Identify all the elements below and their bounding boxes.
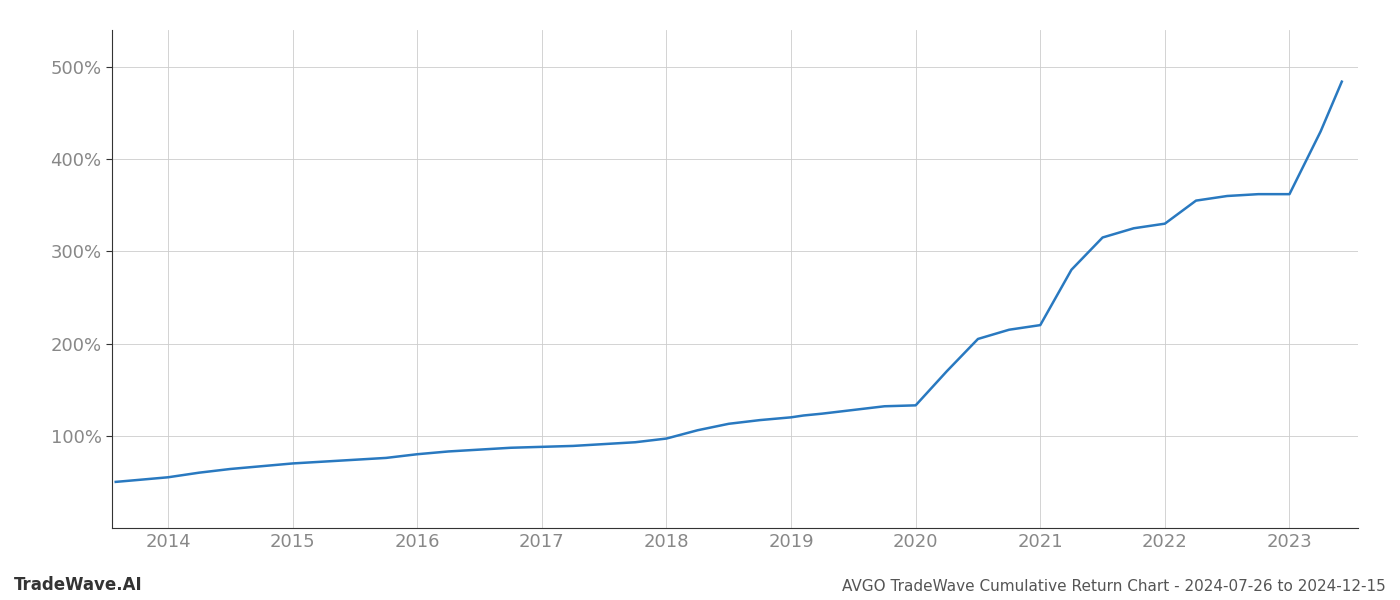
Text: TradeWave.AI: TradeWave.AI — [14, 576, 143, 594]
Text: AVGO TradeWave Cumulative Return Chart - 2024-07-26 to 2024-12-15: AVGO TradeWave Cumulative Return Chart -… — [843, 579, 1386, 594]
